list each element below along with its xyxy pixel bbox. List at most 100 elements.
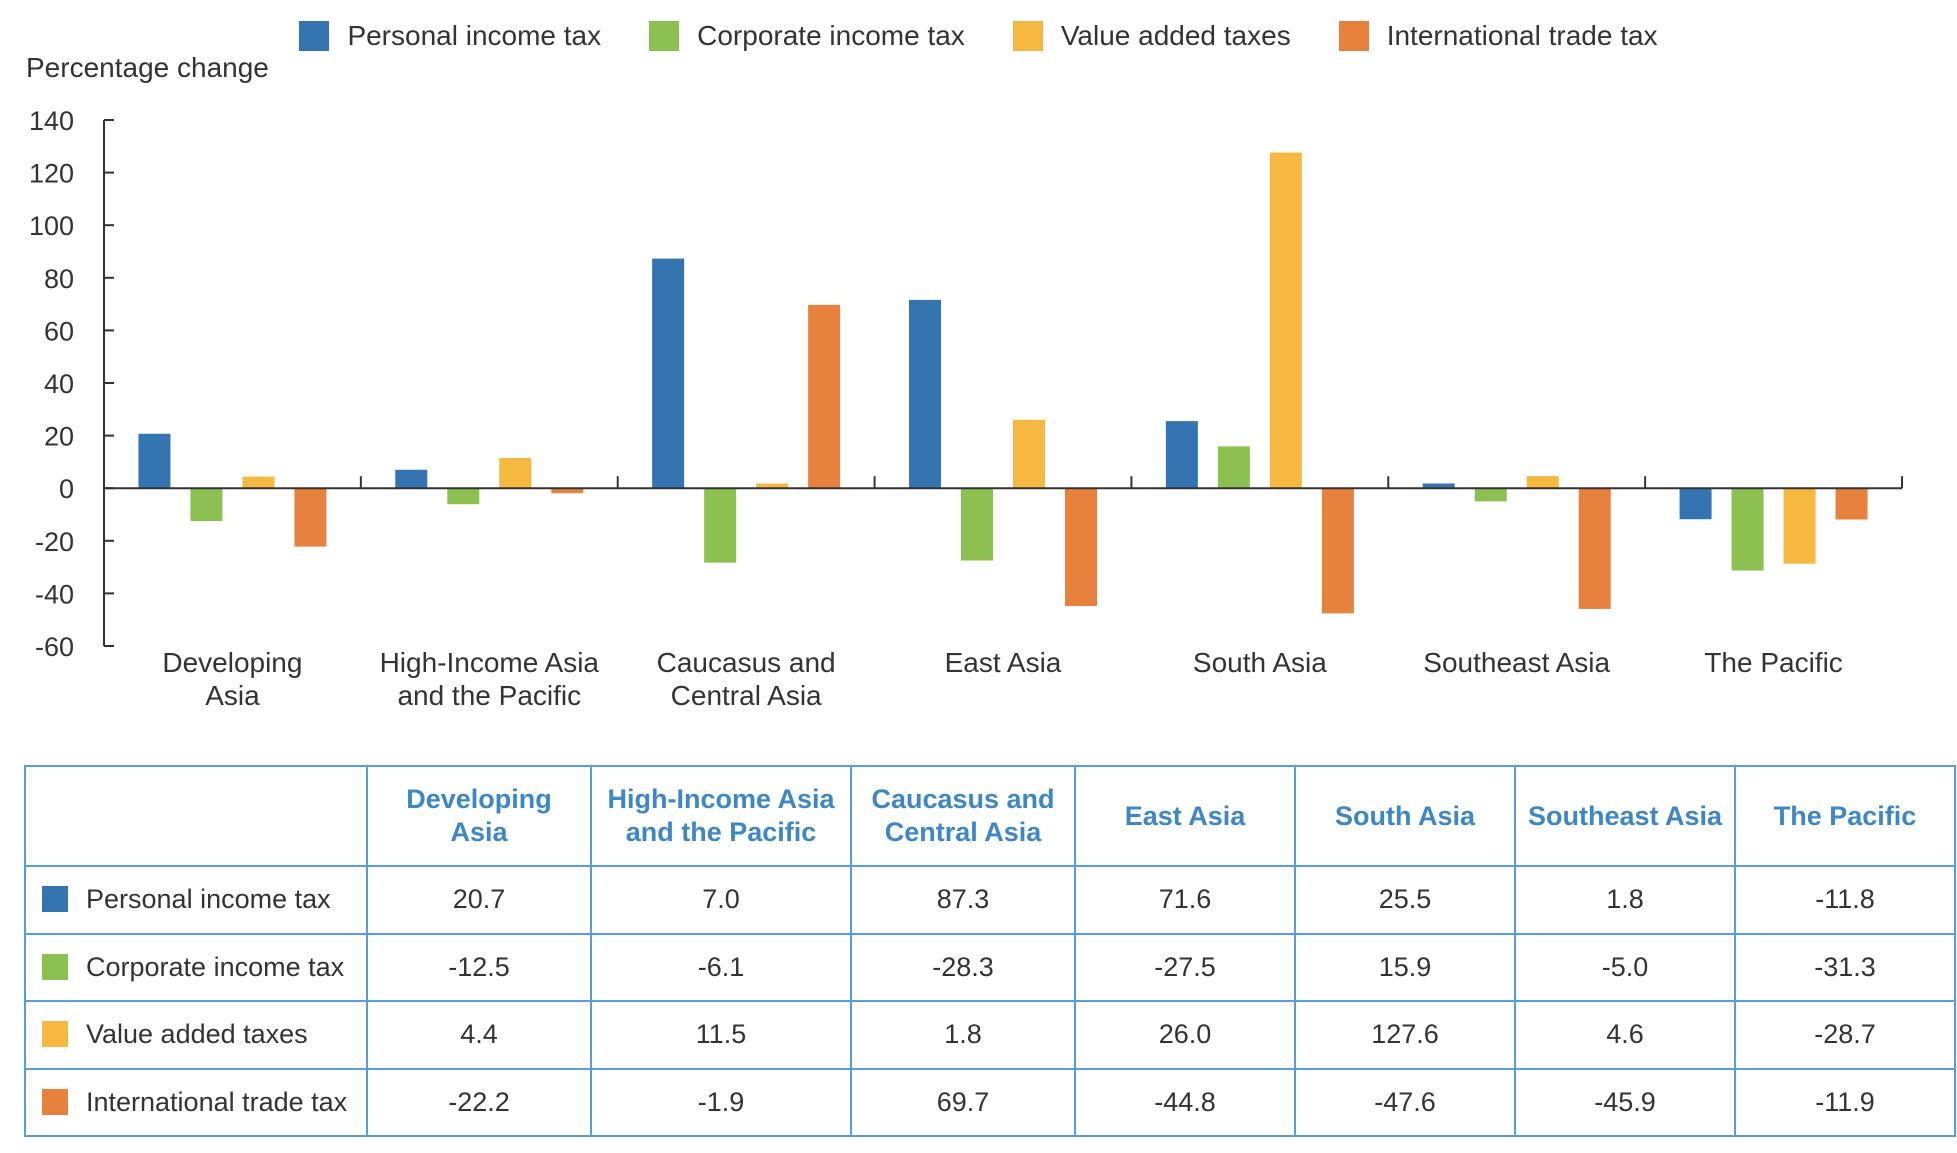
bar [704,488,737,563]
table-header-cell: The Pacific [1734,765,1956,867]
bar [1731,488,1764,571]
table-row-header: Personal income tax [24,865,368,935]
table-cell: 4.6 [1514,1000,1736,1070]
bar [961,488,993,561]
legend-label: Personal income tax [347,20,602,51]
category-label: Developing [162,647,302,678]
table-cell: 1.8 [850,1000,1076,1070]
bar [1269,152,1302,489]
chart-legend: Personal income tax Corporate income tax… [0,14,1957,58]
legend-swatch [1338,21,1369,51]
table-cell: 7.0 [590,865,852,935]
bars [138,152,1868,614]
table-row: Personal income tax 20.7 7.0 87.3 71.6 25.5 1.… [24,865,1956,935]
y-tick-label: 120 [29,159,74,189]
legend-item-value-added-taxes: Value added taxes [1012,20,1291,52]
table-cell: -6.1 [590,932,852,1002]
legend-item-international-trade-tax: International trade tax [1338,20,1658,52]
table-row: International trade tax -22.2 -1.9 69.7 -44.… [24,1067,1956,1137]
table-cell: 87.3 [850,865,1076,935]
header-line: East Asia [1124,800,1246,831]
bar [652,258,685,489]
table-cell: -47.6 [1294,1067,1516,1137]
table-cell: 69.7 [850,1067,1076,1137]
category-label: The Pacific [1704,647,1843,678]
table-cell: 26.0 [1074,1000,1296,1070]
table-header-cell: High-Income Asia and the Pacific [590,765,852,867]
y-axis-label: Percentage change [26,52,269,83]
table-cell: -12.5 [366,932,592,1002]
bar [551,488,584,494]
row-label: Value added taxes [86,1019,308,1050]
category-label: Southeast Asia [1423,647,1610,678]
bar [1165,421,1198,489]
legend-label: Value added taxes [1060,20,1291,51]
y-tick-label: 60 [44,316,74,346]
y-tick-label: 140 [29,106,74,136]
row-swatch [42,1088,68,1115]
bar [1013,419,1045,489]
category-label: High-Income Asia [380,647,600,678]
table-cell: -1.9 [590,1067,852,1137]
row-swatch [42,1021,68,1048]
table-cell: -11.9 [1734,1067,1956,1137]
y-tick-label: -60 [35,632,74,662]
y-axis: 140 120 100 80 60 40 20 0 -20 -40 -60 [29,106,114,662]
bar [395,469,428,489]
table-cell: -11.8 [1734,865,1956,935]
bar [1526,476,1559,489]
table-cell: -44.8 [1074,1067,1296,1137]
bar [909,299,941,489]
table-header-cell: Caucasus and Central Asia [850,765,1076,867]
category-label: East Asia [945,647,1062,678]
bar [1679,488,1712,520]
legend-label: International trade tax [1386,20,1658,51]
table-cell: 4.4 [366,1000,592,1070]
y-tick-label: 40 [44,369,74,399]
bar [1783,488,1816,564]
legend-swatch [299,21,330,51]
table-cell: -31.3 [1734,932,1956,1002]
category-label: Caucasus and [657,647,836,678]
header-line: Central Asia [884,817,1042,847]
table-cell: -5.0 [1514,932,1736,1002]
table-cell: 71.6 [1074,865,1296,935]
table-row-header: Value added taxes [24,1000,368,1070]
y-tick-label: 80 [44,264,74,294]
table-header-cell: South Asia [1294,765,1516,867]
row-label: International trade tax [86,1086,348,1117]
row-swatch [42,953,68,980]
header-line: High-Income Asia [607,784,835,814]
bar [1321,488,1354,614]
header-line: Southeast Asia [1527,800,1723,831]
y-tick-label: -40 [35,579,74,609]
bar [499,457,532,489]
table-cell: 1.8 [1514,865,1736,935]
bar [294,488,327,547]
header-line: Asia [450,817,508,847]
bar-chart: 140 120 100 80 60 40 20 0 -20 -40 -60 DevelopingAs… [29,106,1903,711]
bar [190,488,223,522]
table-row-header: International trade tax [24,1067,368,1137]
table-cell: -28.3 [850,932,1076,1002]
category-label: South Asia [1193,647,1327,678]
header-line: and the Pacific [625,817,817,847]
category-label: Central Asia [671,680,822,711]
legend-item-corporate-income-tax: Corporate income tax [649,20,965,52]
header-line: South Asia [1334,800,1475,831]
bar [756,483,789,489]
bar [447,488,480,505]
table-corner-cell [24,765,368,867]
table-cell: 15.9 [1294,932,1516,1002]
bar [1835,488,1868,520]
y-tick-label: -20 [35,527,74,557]
row-swatch [42,886,68,913]
bar [1474,488,1507,502]
legend-swatch [649,21,680,51]
y-tick-label: 100 [29,211,74,241]
bar [1217,446,1250,489]
legend-label: Corporate income tax [697,20,965,51]
table-cell: -45.9 [1514,1067,1736,1137]
header-line: The Pacific [1773,800,1917,831]
bar [808,304,841,489]
